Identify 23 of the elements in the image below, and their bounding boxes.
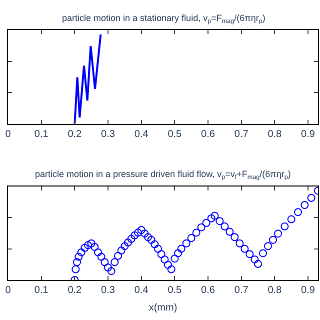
x-tick-label: 0.6 xyxy=(201,128,216,140)
x-tick-label: 0.2 xyxy=(68,285,82,296)
x-tick-label: 0.1 xyxy=(34,128,49,140)
x-tick-label: 0.5 xyxy=(168,285,182,296)
x-tick-label: 0.7 xyxy=(234,128,249,140)
x-axis-title: x(mm) xyxy=(148,302,178,314)
x-tick-label: 0.6 xyxy=(201,285,216,296)
x-tick-label: 0.8 xyxy=(268,128,282,140)
chart-title: particle motion in a stationary fluid, v$_{p}$=F$_{mag}$/(6πηr$_{p}$) xyxy=(62,13,266,25)
x-tick-label: 0.1 xyxy=(34,285,49,296)
x-tick-label: 0.4 xyxy=(134,128,149,140)
x-tick-label: 0.5 xyxy=(168,128,182,140)
x-tick-label: 0.4 xyxy=(134,285,149,296)
x-tick-label: 0.2 xyxy=(68,128,82,140)
x-tick-label: 0.9 xyxy=(301,128,316,140)
x-tick-label: 0.8 xyxy=(268,285,282,296)
x-tick-label: 0.9 xyxy=(301,285,316,296)
x-tick-label: 0 xyxy=(5,128,12,140)
x-tick-label: 0.3 xyxy=(101,285,116,296)
x-tick-label: 0.3 xyxy=(101,128,116,140)
x-tick-label: 0.7 xyxy=(234,285,249,296)
x-tick-label: 0 xyxy=(5,285,12,296)
chart-title: particle motion in a pressure driven fluid flow, v$_{p}$=v$_{f}$+F$_{mag}$/(6πηr$_{p}$) xyxy=(35,169,291,181)
